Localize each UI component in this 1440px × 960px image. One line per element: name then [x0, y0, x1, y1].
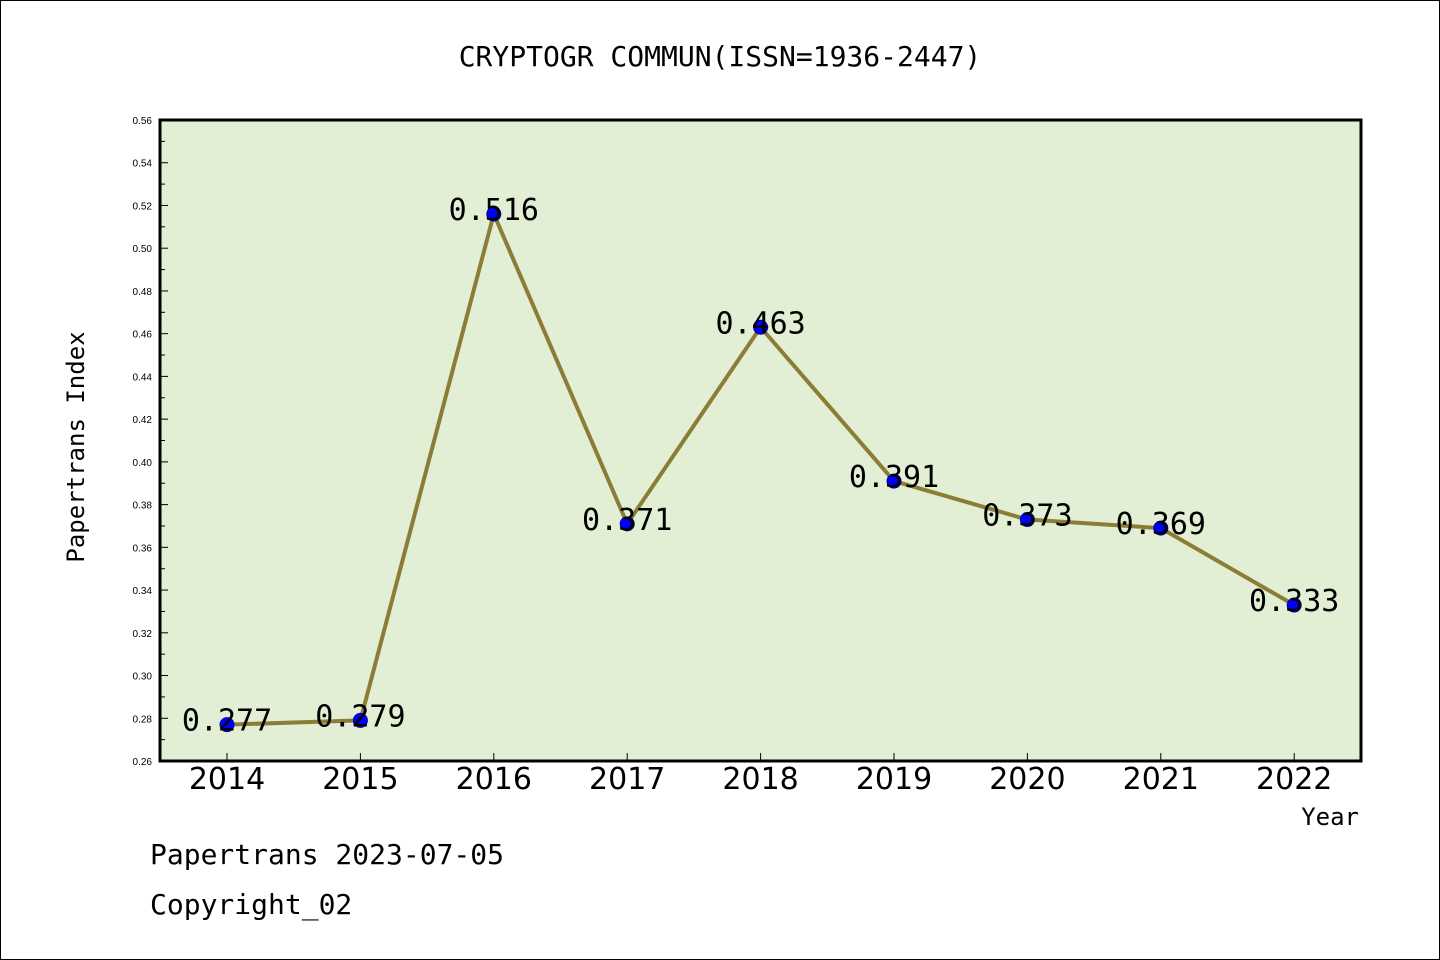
- data-label: 0.463: [715, 306, 805, 341]
- data-label: 0.369: [1116, 507, 1206, 542]
- y-tick-label: 0.46: [133, 330, 153, 341]
- y-tick-label: 0.26: [133, 757, 153, 768]
- data-labels-layer: 0.277 0.279 0.516 0.371 0.463 0.391 0.373 0.369…: [182, 193, 1340, 739]
- y-tick-label: 0.54: [133, 159, 153, 170]
- data-point: [486, 206, 502, 222]
- data-label: 0.333: [1249, 584, 1339, 619]
- y-tick-label: 0.42: [133, 415, 153, 426]
- y-tick-label: 0.36: [133, 543, 153, 554]
- y-tick-label: 0.34: [133, 586, 153, 597]
- chart-title: CRYPTOGR COMMUN(ISSN=1936-2447): [459, 40, 982, 73]
- series-layer: [219, 206, 1302, 733]
- data-point: [886, 473, 902, 489]
- data-label: 0.373: [982, 499, 1072, 534]
- data-point: [219, 717, 235, 733]
- y-tick-label: 0.28: [133, 714, 153, 725]
- x-axis-label: Year: [1301, 803, 1359, 831]
- x-tick-label: 2022: [1256, 762, 1332, 797]
- x-tick-label: 2018: [722, 762, 798, 797]
- x-tick-label: 2015: [322, 762, 398, 797]
- y-tick-label: 0.56: [133, 116, 153, 127]
- footer-date: Papertrans 2023-07-05: [150, 838, 504, 871]
- plot-area: [158, 118, 1363, 763]
- x-tick-label: 2016: [456, 762, 532, 797]
- y-tick-label: 0.32: [133, 629, 153, 640]
- y-tick-label: 0.50: [133, 244, 153, 255]
- data-point: [1286, 597, 1302, 613]
- data-point: [753, 319, 769, 335]
- y-tick-label: 0.48: [133, 287, 153, 298]
- y-tick-label: 0.40: [133, 458, 153, 469]
- data-point: [1153, 520, 1169, 536]
- x-tick-label: 2014: [189, 762, 265, 797]
- data-point: [1019, 512, 1035, 528]
- y-tick-label: 0.30: [133, 672, 153, 683]
- y-tick-label: 0.44: [133, 372, 153, 383]
- y-tick-label: 0.38: [133, 501, 153, 512]
- x-tick-label: 2019: [856, 762, 932, 797]
- x-tick-label: 2021: [1123, 762, 1199, 797]
- footer-copyright: Copyright_02: [150, 888, 352, 922]
- data-point: [619, 516, 635, 532]
- data-label: 0.391: [849, 460, 939, 495]
- y-tick-label: 0.52: [133, 201, 153, 212]
- y-axis-label: Papertrans Index: [62, 331, 90, 562]
- x-axis: 2014 2015 2016 2017 2018 2019 2020 2021 2022: [189, 753, 1332, 797]
- data-point: [352, 712, 368, 728]
- data-label: 0.371: [582, 503, 672, 538]
- y-axis: 0.26 0.28 0.30 0.32 0.34 0.36 0.38 0.40 0.42 0.44…: [133, 116, 168, 768]
- x-tick-label: 2020: [989, 762, 1065, 797]
- data-label: 0.279: [315, 699, 405, 734]
- data-label: 0.516: [449, 193, 539, 228]
- x-tick-label: 2017: [589, 762, 665, 797]
- data-label: 0.277: [182, 704, 272, 739]
